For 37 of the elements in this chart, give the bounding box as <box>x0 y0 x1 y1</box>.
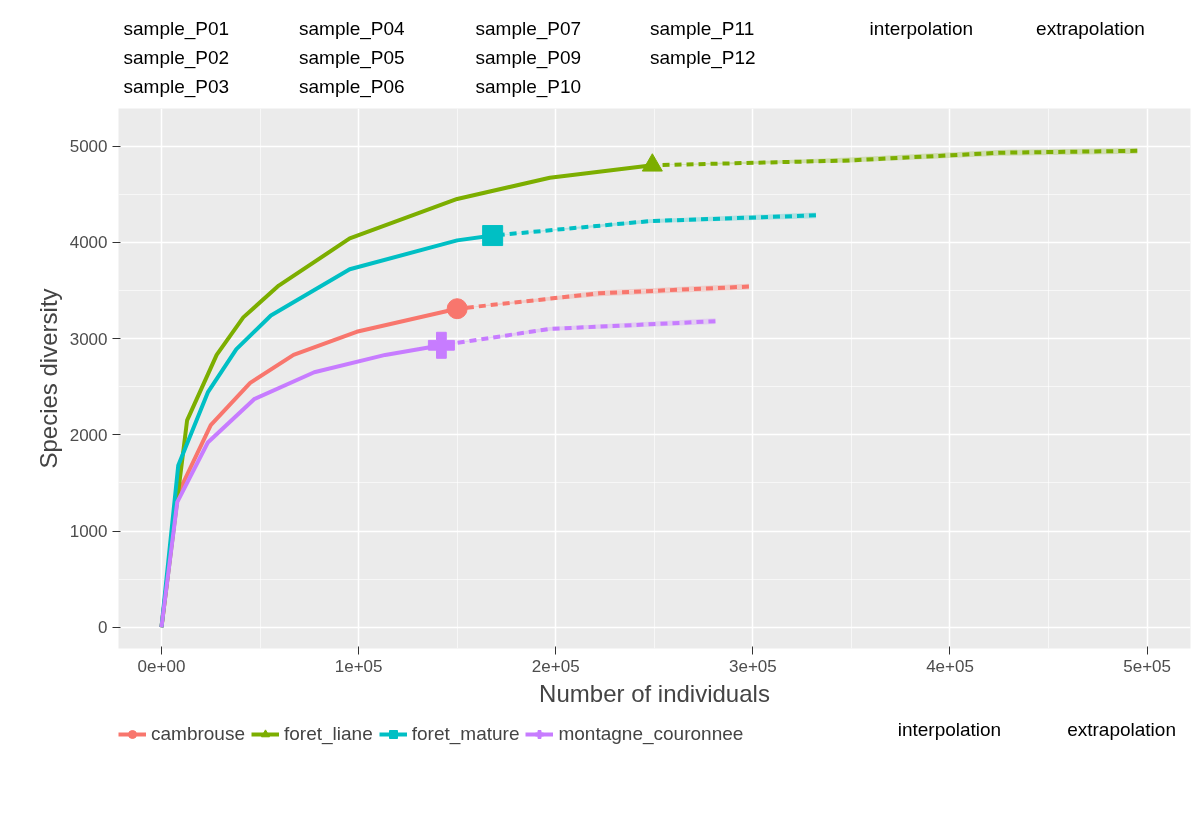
text: sample_P07 <box>475 18 582 40</box>
x-tick-label: 3e+05 <box>729 656 777 676</box>
y-axis-title: Species diversity <box>34 288 62 469</box>
x-tick-label: 1e+05 <box>334 656 383 676</box>
x-tick-label: 2e+05 <box>531 656 580 676</box>
text: sample_P12 <box>649 47 756 69</box>
y-tick-label: 3000 <box>69 329 108 349</box>
text: interpolation <box>869 18 974 39</box>
x-tick-label: 0e+00 <box>137 656 186 676</box>
point <box>427 331 455 359</box>
text: sample_P03 <box>123 76 230 98</box>
x-tick-label: 5e+05 <box>1123 656 1172 676</box>
x-tick-label: 4e+05 <box>926 656 974 676</box>
text: sample_P11 <box>649 18 755 40</box>
x-axis-title: Number of individuals <box>539 679 770 707</box>
legend-label: montagne_couronnee <box>558 723 744 745</box>
text: sample_P04 <box>299 18 406 40</box>
point <box>482 225 504 247</box>
text: sample_P02 <box>123 47 230 69</box>
text: sample_P05 <box>299 47 405 69</box>
y-tick-label: 1000 <box>69 522 108 542</box>
text: extrapolation <box>1067 719 1176 740</box>
y-tick-label: 2000 <box>69 425 108 445</box>
legend-label: cambrouse <box>151 723 245 745</box>
y-tick-label: 4000 <box>69 233 108 253</box>
point <box>446 298 468 320</box>
text: sample_P10 <box>475 76 582 98</box>
text: extrapolation <box>1036 18 1145 39</box>
legend-label: foret_liane <box>284 723 373 745</box>
point <box>641 153 663 172</box>
text: interpolation <box>897 719 1002 740</box>
y-tick-label: 5000 <box>69 137 108 157</box>
text: sample_P06 <box>299 76 405 98</box>
text: sample_P01 <box>123 18 230 40</box>
legend-label: foret_mature <box>411 723 520 745</box>
y-tick-label: 0 <box>98 618 108 638</box>
text: sample_P09 <box>475 47 582 69</box>
